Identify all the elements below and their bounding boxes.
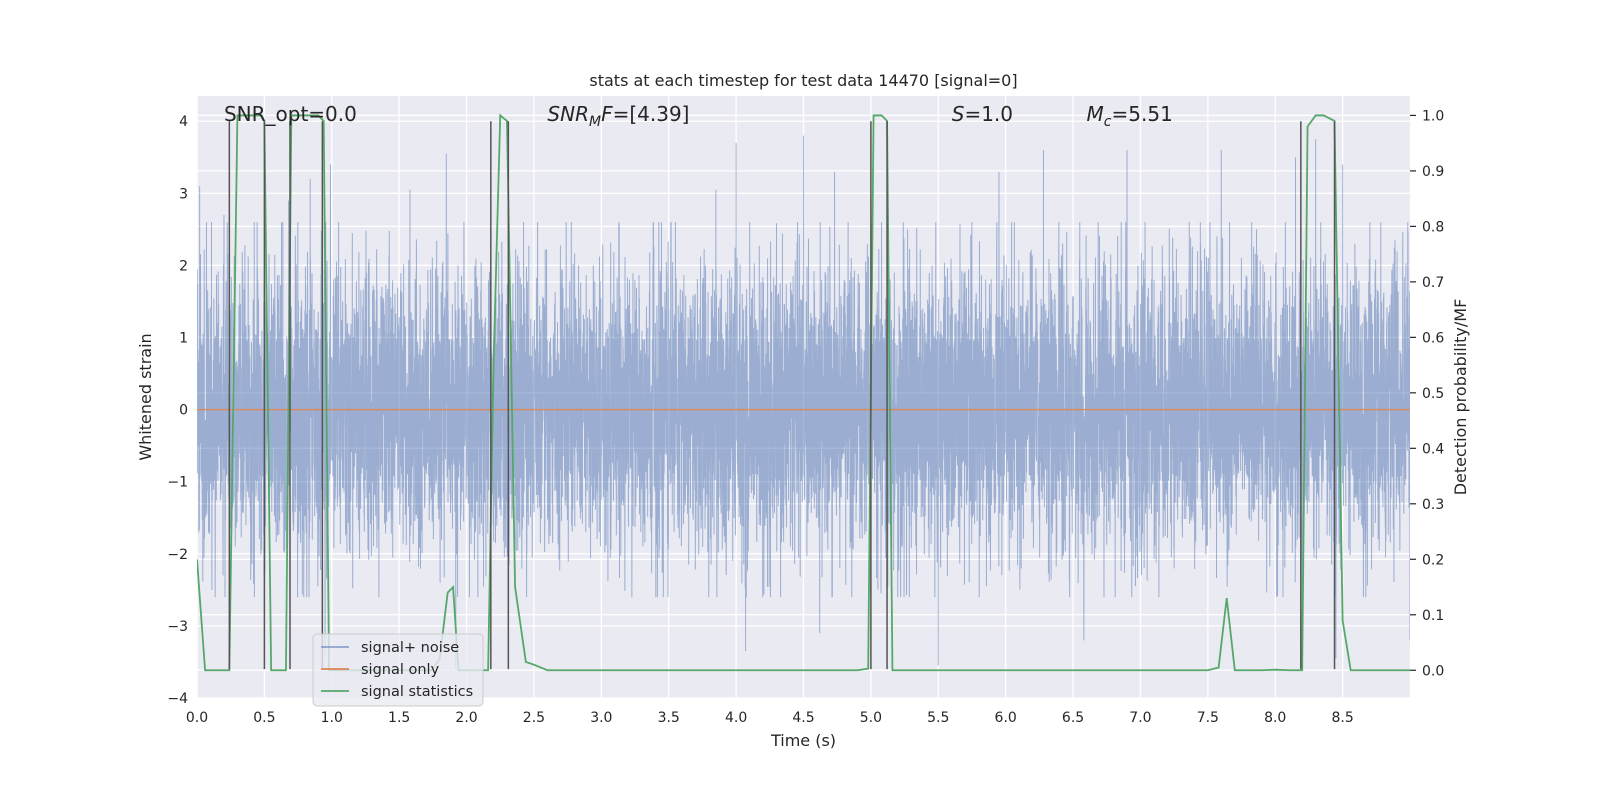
y-tick-label: −3: [167, 619, 188, 635]
right-tick-label: 0.0: [1422, 663, 1444, 679]
legend-label: signal+ noise: [361, 640, 459, 656]
x-tick-label: 4.5: [792, 710, 814, 726]
x-tick-label: 5.5: [927, 710, 949, 726]
y-tick-label: 3: [179, 186, 188, 202]
legend-label: signal statistics: [361, 684, 473, 700]
right-axis-ticks: 0.0 0.1 0.2 0.3 0.4 0.5 0.6 0.7 0.8 0.9 1.0: [1410, 108, 1444, 679]
y-tick-label: 2: [179, 258, 188, 274]
x-tick-label: 7.0: [1129, 710, 1151, 726]
right-tick-label: 0.2: [1422, 552, 1444, 568]
series-signal-noise-line: [197, 135, 1410, 670]
right-tick-label: 0.3: [1422, 497, 1444, 513]
right-tick-label: 0.1: [1422, 608, 1444, 624]
y-axis-label: Whitened strain: [136, 333, 155, 460]
x-tick-label: 0.5: [253, 710, 275, 726]
y-tick-label: −2: [167, 547, 188, 563]
y-tick-label: −1: [167, 475, 188, 491]
x-tick-label: 2.5: [523, 710, 545, 726]
x-tick-label: 0.0: [186, 710, 208, 726]
y-tick-label: 0: [179, 403, 188, 419]
right-tick-label: 0.7: [1422, 275, 1444, 291]
plot-content: [197, 113, 1410, 672]
x-axis-label: Time (s): [770, 731, 836, 750]
legend-box: [312, 633, 484, 707]
annotation-4: Mc=5.51: [1087, 102, 1173, 130]
annotation-3: S=1.0: [952, 102, 1013, 126]
right-axis-label: Detection probability/MF: [1451, 299, 1470, 496]
x-tick-label: 4.0: [725, 710, 747, 726]
right-tick-label: 0.9: [1422, 164, 1444, 180]
annotation-2: SNRMF=[4.39]: [547, 102, 689, 130]
x-tick-label: 7.5: [1197, 710, 1219, 726]
x-tick-label: 3.5: [658, 710, 680, 726]
y-tick-label: 4: [179, 114, 188, 130]
x-tick-label: 1.0: [321, 710, 343, 726]
x-tick-label: 2.0: [455, 710, 477, 726]
annotations: SNR_opt=0.0 SNRMF=[4.39] S=1.0 Mc=5.51: [224, 102, 1173, 130]
y-tick-label: 1: [179, 331, 188, 347]
x-tick-label: 6.5: [1062, 710, 1084, 726]
x-tick-label: 3.0: [590, 710, 612, 726]
x-tick-label: 8.0: [1264, 710, 1286, 726]
x-tick-label: 6.0: [995, 710, 1017, 726]
series-signal-statistics-line: [197, 113, 1410, 672]
x-axis-ticks: 0.0 0.5 1.0 1.5 2.0 2.5 3.0 3.5 4.0 4.5 5.0 5.5 6.0 6…: [186, 710, 1354, 726]
x-tick-label: 1.5: [388, 710, 410, 726]
x-tick-label: 8.5: [1331, 710, 1353, 726]
legend-label: signal only: [361, 662, 440, 678]
x-tick-label: 5.0: [860, 710, 882, 726]
right-tick-label: 0.6: [1422, 330, 1444, 346]
right-tick-label: 1.0: [1422, 108, 1444, 124]
legend: signal+ noise signal only signal statistic…: [312, 633, 484, 707]
right-tick-label: 0.4: [1422, 441, 1444, 457]
y-tick-label: −4: [167, 691, 188, 707]
y-axis-ticks: −4 −3 −2 −1 0 1 2 3 4: [167, 114, 188, 707]
annotation-1: SNR_opt=0.0: [224, 102, 357, 126]
right-tick-label: 0.8: [1422, 219, 1444, 235]
right-tick-label: 0.5: [1422, 386, 1444, 402]
chart-title: stats at each timestep for test data 144…: [589, 71, 1017, 90]
